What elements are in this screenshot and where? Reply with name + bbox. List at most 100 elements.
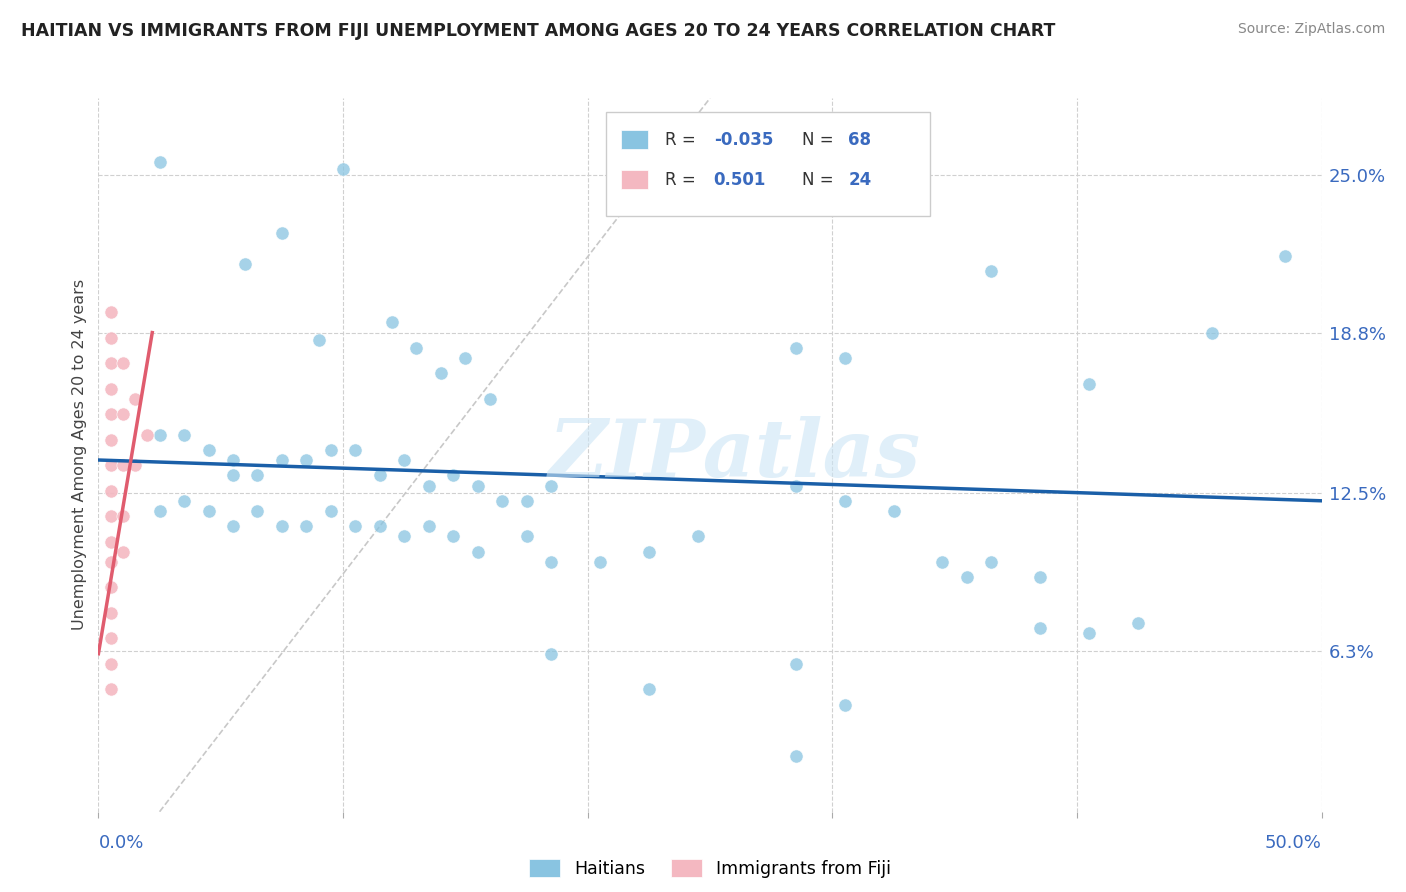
Point	[270, 453, 294, 467]
Point	[173, 493, 195, 508]
Point	[270, 226, 294, 240]
Text: -0.035: -0.035	[714, 130, 773, 148]
Point	[785, 478, 807, 492]
Point	[368, 519, 391, 533]
Point	[344, 442, 367, 457]
Point	[1029, 570, 1052, 584]
Point	[332, 162, 354, 177]
Point	[980, 555, 1002, 569]
Point	[956, 570, 979, 584]
Point	[111, 509, 134, 524]
Text: N =: N =	[801, 130, 838, 148]
Point	[454, 351, 477, 365]
Point	[392, 529, 416, 543]
Legend: Haitians, Immigrants from Fiji: Haitians, Immigrants from Fiji	[522, 853, 898, 885]
Point	[686, 529, 709, 543]
Point	[467, 478, 489, 492]
Point	[883, 504, 905, 518]
Point	[405, 341, 427, 355]
Point	[111, 545, 134, 559]
Point	[638, 682, 661, 697]
Point	[233, 257, 256, 271]
FancyBboxPatch shape	[606, 112, 931, 216]
Point	[392, 453, 416, 467]
Point	[246, 468, 269, 483]
Point	[100, 581, 122, 595]
Point	[222, 453, 245, 467]
Text: HAITIAN VS IMMIGRANTS FROM FIJI UNEMPLOYMENT AMONG AGES 20 TO 24 YEARS CORRELATI: HAITIAN VS IMMIGRANTS FROM FIJI UNEMPLOY…	[21, 22, 1056, 40]
Point	[100, 509, 122, 524]
Point	[638, 545, 661, 559]
Point	[100, 606, 122, 620]
Point	[100, 331, 122, 345]
Point	[785, 748, 807, 763]
Point	[295, 519, 318, 533]
Text: 68: 68	[848, 130, 872, 148]
Point	[381, 315, 404, 329]
Point	[441, 468, 464, 483]
Point	[100, 305, 122, 319]
Point	[1078, 626, 1101, 640]
Point	[441, 529, 464, 543]
Point	[515, 493, 537, 508]
Point	[124, 458, 146, 472]
Point	[478, 392, 501, 406]
Point	[100, 555, 122, 569]
Text: 24: 24	[848, 171, 872, 189]
Point	[467, 545, 489, 559]
Text: ZIPatlas: ZIPatlas	[548, 417, 921, 493]
Point	[100, 682, 122, 697]
Point	[1078, 376, 1101, 391]
Point	[931, 555, 953, 569]
Text: R =: R =	[665, 171, 700, 189]
Point	[149, 154, 172, 169]
Bar	[620, 129, 648, 149]
Point	[344, 519, 367, 533]
Point	[197, 504, 219, 518]
Point	[308, 333, 330, 347]
Point	[589, 555, 612, 569]
Point	[540, 647, 562, 661]
Point	[149, 504, 172, 518]
Point	[100, 407, 122, 421]
Point	[270, 519, 294, 533]
Point	[246, 504, 269, 518]
Point	[540, 478, 562, 492]
Point	[295, 453, 318, 467]
Point	[222, 519, 245, 533]
Point	[368, 468, 391, 483]
Point	[540, 555, 562, 569]
Point	[980, 264, 1002, 278]
Point	[1029, 621, 1052, 635]
Point	[100, 534, 122, 549]
Point	[834, 351, 856, 365]
Point	[430, 367, 453, 381]
Text: N =: N =	[801, 171, 838, 189]
Point	[319, 504, 342, 518]
Y-axis label: Unemployment Among Ages 20 to 24 years: Unemployment Among Ages 20 to 24 years	[72, 279, 87, 631]
Point	[100, 458, 122, 472]
Point	[100, 632, 122, 646]
Point	[418, 519, 440, 533]
Point	[1128, 616, 1150, 631]
Point	[136, 427, 159, 442]
Point	[1274, 249, 1296, 263]
Point	[100, 433, 122, 447]
Point	[100, 657, 122, 671]
Point	[222, 468, 245, 483]
Point	[491, 493, 513, 508]
Point	[111, 458, 134, 472]
Text: 0.501: 0.501	[714, 171, 766, 189]
Text: R =: R =	[665, 130, 700, 148]
Point	[124, 392, 146, 406]
Point	[418, 478, 440, 492]
Text: 0.0%: 0.0%	[98, 834, 143, 852]
Point	[149, 427, 172, 442]
Point	[834, 698, 856, 712]
Text: 50.0%: 50.0%	[1265, 834, 1322, 852]
Point	[173, 427, 195, 442]
Bar	[620, 170, 648, 189]
Point	[834, 493, 856, 508]
Text: Source: ZipAtlas.com: Source: ZipAtlas.com	[1237, 22, 1385, 37]
Point	[197, 442, 219, 457]
